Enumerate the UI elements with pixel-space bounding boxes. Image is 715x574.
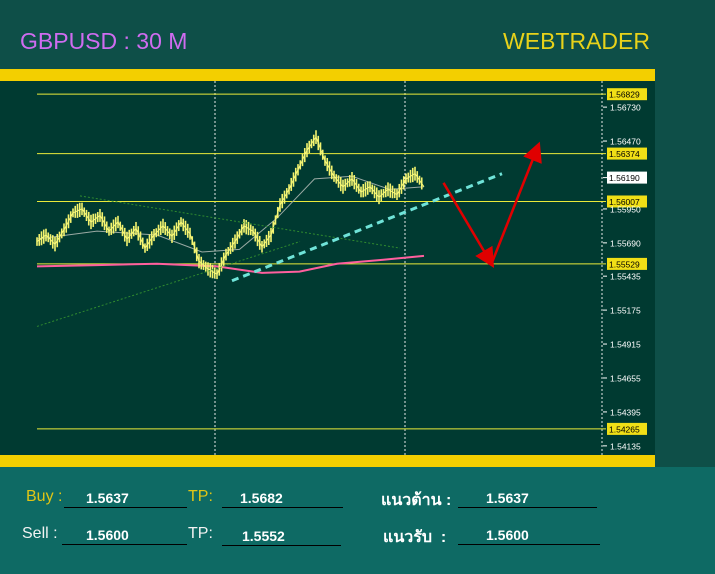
support-label: แนวรับ : — [383, 529, 447, 546]
y-tick-label-1: 1.56470 — [610, 137, 641, 147]
resistance-value[interactable]: 1.5637 — [458, 490, 597, 508]
sell-tp-label: TP: — [188, 525, 213, 542]
sell-label: Sell : — [22, 525, 58, 542]
buy-value[interactable]: 1.5637 — [64, 490, 187, 508]
price-levels: 1.56829 1.56374 1.56007 1.55529 1.54265 — [37, 88, 647, 435]
level-label-bg-1 — [607, 147, 647, 160]
level-label-bg-2 — [607, 195, 647, 208]
current-price-label: 1.56190 — [609, 173, 640, 183]
chart-grid — [214, 81, 603, 455]
level-label-3: 1.55529 — [609, 259, 640, 269]
price-axis: 1.56730 1.56470 1.56190 1.55950 1.55690 1.554… — [603, 103, 647, 451]
ma-long-line — [36, 254, 425, 274]
y-tick-label-3: 1.55950 — [610, 204, 641, 214]
bottom-divider-bar — [0, 455, 655, 467]
order-panel: Buy : 1.5637 TP: 1.5682 แนวต้าน : 1.5637… — [0, 467, 715, 574]
price-line — [36, 136, 425, 275]
forecast-arrow-0 — [442, 182, 495, 269]
y-tick-label-4: 1.55690 — [610, 238, 641, 248]
forecast-arrows — [442, 141, 542, 269]
level-label-bg-4 — [607, 422, 647, 435]
y-tick-label-10: 1.54135 — [610, 441, 641, 451]
buy-label: Buy : — [26, 488, 63, 505]
old-channel-upper — [79, 195, 401, 249]
sell-value[interactable]: 1.5600 — [62, 527, 187, 545]
y-tick-label-7: 1.54915 — [610, 340, 641, 350]
price-chart[interactable]: 1.56829 1.56374 1.56007 1.55529 1.54265 1.56… — [0, 81, 655, 455]
y-tick-label-8: 1.54655 — [610, 373, 641, 383]
level-label-bg-3 — [607, 257, 647, 270]
forecast-arrow-1 — [490, 141, 542, 265]
trendline — [36, 172, 503, 327]
y-tick-label-5: 1.55435 — [610, 272, 641, 282]
level-label-bg-0 — [607, 88, 647, 101]
price-chart-panel[interactable]: 1.56829 1.56374 1.56007 1.55529 1.54265 1.56… — [0, 81, 655, 455]
level-label-4: 1.54265 — [609, 424, 640, 434]
current-price-box — [607, 171, 647, 184]
support-trendline — [231, 172, 503, 283]
brand-logo-text: WEBTRADER — [503, 28, 650, 54]
sell-tp-value[interactable]: 1.5552 — [222, 528, 341, 546]
page-title: GBPUSD : 30 M — [20, 28, 188, 54]
level-label-1: 1.56374 — [609, 149, 640, 159]
old-channel-lower — [36, 241, 301, 327]
y-tick-label-9: 1.54395 — [610, 407, 641, 417]
price-series — [36, 130, 425, 280]
top-divider-bar — [0, 69, 655, 81]
buy-tp-value[interactable]: 1.5682 — [222, 490, 343, 508]
y-tick-label-0: 1.56730 — [610, 103, 641, 113]
level-label-2: 1.56007 — [609, 197, 640, 207]
level-label-0: 1.56829 — [609, 90, 640, 100]
resistance-label: แนวต้าน : — [381, 492, 452, 509]
support-value[interactable]: 1.5600 — [458, 527, 600, 545]
buy-tp-label: TP: — [188, 488, 213, 505]
y-tick-label-6: 1.55175 — [610, 306, 641, 316]
